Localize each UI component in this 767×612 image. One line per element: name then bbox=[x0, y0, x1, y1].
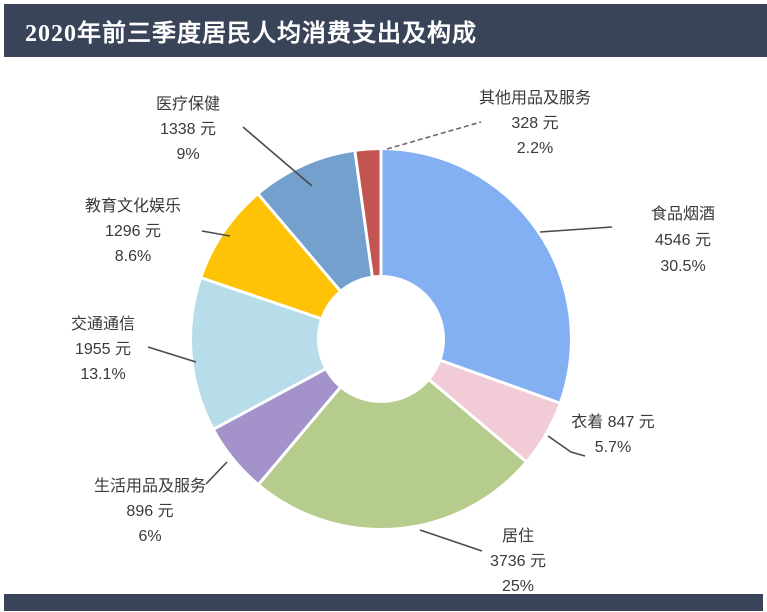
title-bar: 2020年前三季度居民人均消费支出及构成 bbox=[4, 4, 767, 57]
slice-label-clothing: 衣着 847 元 5.7% bbox=[533, 410, 693, 460]
slice-label-food-name: 食品烟酒 bbox=[650, 206, 715, 223]
leader-line-transport bbox=[147, 346, 197, 363]
donut-slices bbox=[191, 148, 570, 529]
slice-label-other-pct: 2.2% bbox=[516, 140, 554, 157]
pie-slice-housing bbox=[259, 339, 526, 529]
leader-line-clothing bbox=[547, 435, 586, 457]
slice-label-household-goods-name: 生活用品及服务 bbox=[93, 478, 206, 495]
slice-label-housing: 居住 3736 元 25% bbox=[438, 524, 598, 599]
slice-label-education-pct: 8.6% bbox=[114, 248, 152, 265]
slice-label-medical-value: 1338 元 bbox=[159, 121, 217, 138]
slice-label-transport-value: 1955 元 bbox=[74, 341, 132, 358]
slice-label-household-goods: 生活用品及服务 896 元 6% bbox=[55, 474, 245, 549]
slice-label-clothing-pct: 5.7% bbox=[594, 439, 632, 456]
leader-line-medical bbox=[242, 126, 313, 187]
slice-label-education-value: 1296 元 bbox=[104, 223, 162, 240]
slice-label-education-name: 教育文化娱乐 bbox=[84, 198, 181, 215]
pie-slice-transport bbox=[191, 278, 381, 429]
slice-label-transport-pct: 13.1% bbox=[80, 366, 126, 383]
slice-label-other-value: 328 元 bbox=[511, 115, 559, 132]
slice-label-household-goods-value: 896 元 bbox=[126, 503, 174, 520]
bottom-bar bbox=[4, 594, 763, 611]
slice-label-food: 食品烟酒 4546 元 30.5% bbox=[603, 202, 763, 280]
slice-label-medical-pct: 9% bbox=[176, 146, 200, 163]
donut-hole bbox=[317, 275, 445, 403]
slice-label-housing-pct: 25% bbox=[501, 578, 535, 595]
leader-line-household bbox=[205, 461, 228, 485]
slice-label-medical: 医疗保健 1338 元 9% bbox=[108, 92, 268, 167]
leader-line-food bbox=[539, 226, 613, 233]
leader-line-education bbox=[201, 230, 231, 237]
slice-label-food-pct: 30.5% bbox=[660, 258, 706, 275]
slice-label-education: 教育文化娱乐 1296 元 8.6% bbox=[38, 194, 228, 269]
slice-label-housing-name: 居住 bbox=[501, 528, 534, 545]
slice-label-clothing-value: 衣着 847 元 bbox=[571, 414, 655, 431]
slice-label-household-goods-pct: 6% bbox=[138, 528, 162, 545]
slice-label-other-name: 其他用品及服务 bbox=[478, 90, 591, 107]
slice-label-medical-name: 医疗保健 bbox=[155, 96, 220, 113]
slice-label-transport-name: 交通通信 bbox=[70, 316, 135, 333]
slice-label-housing-value: 3736 元 bbox=[489, 553, 547, 570]
slice-label-other: 其他用品及服务 328 元 2.2% bbox=[450, 86, 620, 161]
page-title: 2020年前三季度居民人均消费支出及构成 bbox=[25, 21, 477, 47]
leader-line-other bbox=[386, 121, 482, 150]
leader-line-housing bbox=[419, 529, 483, 552]
slice-label-transport: 交通通信 1955 元 13.1% bbox=[23, 312, 183, 387]
slice-label-food-value: 4546 元 bbox=[654, 232, 712, 249]
